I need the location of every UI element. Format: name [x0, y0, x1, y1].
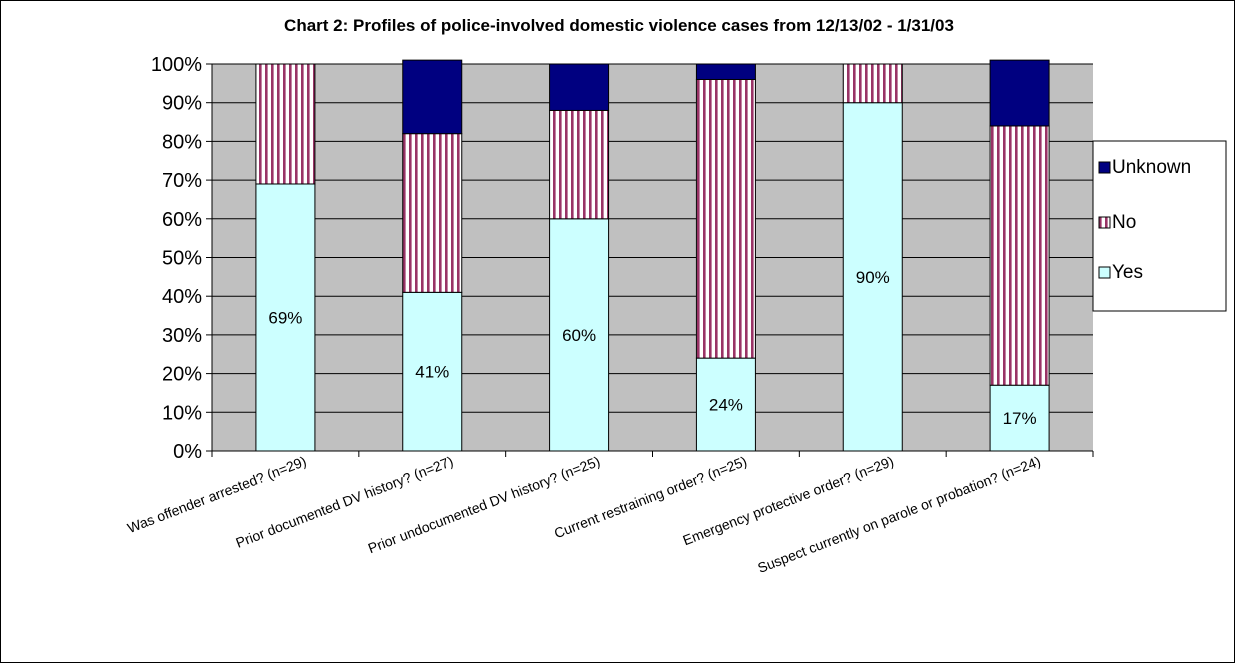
legend-label-no: No: [1112, 212, 1136, 233]
bar-unknown-3: [549, 63, 610, 111]
legend-box: [1092, 140, 1227, 312]
bar-yes-1: [255, 183, 316, 452]
bar-no-1: [255, 63, 316, 185]
plot-area: [212, 63, 1093, 451]
bar-no-6: [989, 125, 1050, 386]
legend-label-yes: Yes: [1112, 262, 1143, 283]
bar-yes-4: [695, 357, 756, 452]
data-label: 17%: [1003, 409, 1037, 428]
bar-unknown-4: [695, 63, 756, 80]
data-label: 69%: [268, 308, 302, 327]
x-category-label: Prior undocumented DV history? (n=25): [366, 453, 602, 556]
bar-yes-3: [549, 218, 610, 452]
bar-no-3: [549, 109, 610, 220]
y-tick-label: 30%: [162, 325, 202, 347]
bar-yes-5: [842, 102, 903, 452]
x-category-label: Suspect currently on parole or probation…: [755, 453, 1042, 576]
data-label: 24%: [709, 396, 743, 415]
y-tick-label: 50%: [162, 248, 202, 270]
y-tick-label: 100%: [151, 54, 202, 76]
data-label: 90%: [856, 268, 890, 287]
y-tick-label: 80%: [162, 131, 202, 153]
y-tick-label: 40%: [162, 286, 202, 308]
y-tick-label: 70%: [162, 170, 202, 192]
bars-group: 69% 41% 60% 24% 90% 17%: [255, 59, 1050, 452]
bar-yes-6: [989, 384, 1050, 452]
legend-label-unknown: Unknown: [1112, 157, 1191, 178]
legend-swatch-unknown: [1098, 161, 1111, 174]
chart-title: Chart 2: Profiles of police-involved dom…: [284, 16, 954, 35]
legend-swatch-no: [1098, 216, 1111, 229]
data-label: 41%: [415, 363, 449, 382]
bar-no-2: [402, 133, 463, 293]
y-tick-label: 60%: [162, 209, 202, 231]
y-tick-label: 0%: [173, 441, 202, 463]
x-axis: Was offender arrested? (n=29)Prior docum…: [125, 450, 1094, 576]
legend: Unknown No Yes: [1092, 140, 1227, 312]
data-label: 60%: [562, 326, 596, 345]
legend-swatch-yes: [1098, 266, 1111, 279]
y-tick-label: 10%: [162, 402, 202, 424]
bar-yes-2: [402, 291, 463, 452]
bar-unknown-6: [989, 59, 1050, 127]
bar-no-4: [695, 78, 756, 359]
bar-no-5: [842, 63, 903, 104]
y-axis: 0% 10% 20% 30% 40% 50% 60% 70% 80% 90% 100%: [151, 54, 213, 463]
bar-unknown-2: [402, 59, 463, 135]
y-tick-label: 20%: [162, 364, 202, 386]
y-tick-label: 90%: [162, 93, 202, 115]
